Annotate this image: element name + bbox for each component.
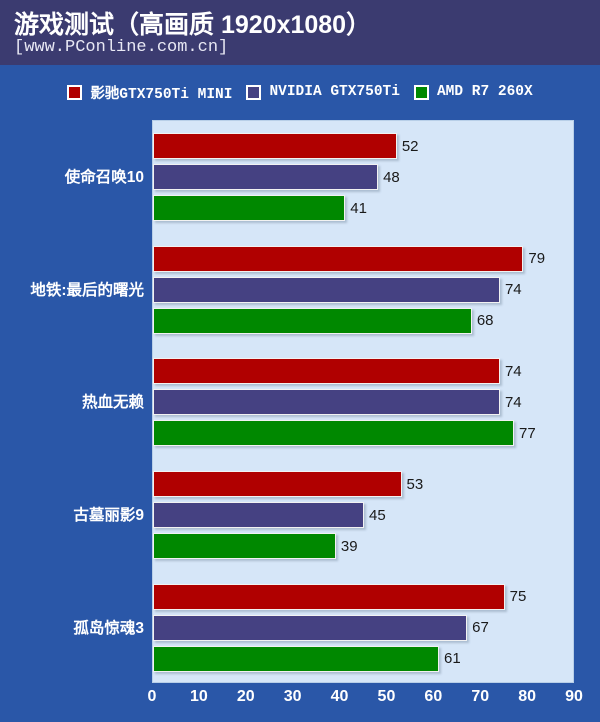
bar-2[interactable] <box>153 645 440 672</box>
x-tick-label: 70 <box>471 688 490 705</box>
bar-value-label: 52 <box>401 137 419 155</box>
chart-legend: 影驰GTX750Ti MINI NVIDIA GTX750Ti AMD R7 260… <box>0 69 600 115</box>
bar-row: 74 <box>153 358 573 385</box>
bar-group: 75 67 61 <box>153 571 573 684</box>
category-label: 孤岛惊魂3 <box>0 570 150 683</box>
legend-item-2[interactable]: AMD R7 260X <box>413 84 533 100</box>
bar-2[interactable] <box>153 533 336 560</box>
x-tick-label: 10 <box>189 688 208 705</box>
x-axis: 0 10 20 30 40 50 60 70 80 90 <box>148 688 583 718</box>
category-label-text: 使命召唤10 <box>64 169 144 187</box>
bar-row: 75 <box>153 583 573 610</box>
bar-group: 53 45 39 <box>153 459 573 572</box>
bar-row: 52 <box>153 133 573 160</box>
header-band: 游戏测试（高画质 1920x1080） [www.PConline.com.cn… <box>0 0 600 67</box>
legend-item-label: 影驰GTX750Ti MINI <box>90 86 233 103</box>
x-tick-label: 60 <box>424 688 443 705</box>
page-title: 游戏测试（高画质 1920x1080） <box>14 11 372 39</box>
category-label-text: 地铁:最后的曙光 <box>30 281 144 299</box>
bar-1[interactable] <box>153 614 468 641</box>
x-tick-label: 90 <box>565 688 583 705</box>
category-label: 地铁:最后的曙光 <box>0 233 150 346</box>
square-swatch-icon <box>67 84 83 100</box>
legend-item-0[interactable]: 影驰GTX750Ti MINI <box>67 82 232 103</box>
bar-row: 41 <box>153 195 573 222</box>
x-tick-label: 80 <box>518 688 537 705</box>
bar-value-label: 61 <box>444 650 461 668</box>
bar-0[interactable] <box>153 471 402 498</box>
square-swatch-icon <box>413 84 429 100</box>
bar-row: 79 <box>153 245 573 272</box>
bar-value-label: 74 <box>504 393 522 411</box>
legend-item-1[interactable]: NVIDIA GTX750Ti <box>246 84 400 100</box>
chart-region: 52 48 41 79 74 68 74 74 77 53 45 39 75 67 61 使命召唤10 地铁:… <box>0 115 600 722</box>
bar-value-label: 45 <box>369 506 386 524</box>
bar-2[interactable] <box>153 195 346 222</box>
bar-row: 53 <box>153 471 573 498</box>
bar-group: 52 48 41 <box>153 121 573 234</box>
x-tick-label: 30 <box>283 688 302 705</box>
bar-value-label: 79 <box>528 250 546 268</box>
bar-2[interactable] <box>153 307 472 334</box>
bar-value-label: 68 <box>476 312 494 330</box>
square-swatch-icon <box>246 84 262 100</box>
plot-area: 52 48 41 79 74 68 74 74 77 53 45 39 75 67 61 <box>152 120 574 683</box>
bar-group: 79 74 68 <box>153 234 573 347</box>
bar-row: 68 <box>153 307 573 334</box>
bar-row: 67 <box>153 614 573 641</box>
category-label-text: 热血无赖 <box>81 394 144 412</box>
bar-row: 74 <box>153 276 573 303</box>
bar-value-label: 39 <box>340 537 358 555</box>
bar-group: 74 74 77 <box>153 346 573 459</box>
bar-value-label: 74 <box>504 281 522 299</box>
bar-2[interactable] <box>153 420 515 447</box>
bar-0[interactable] <box>153 245 524 272</box>
bar-value-label: 74 <box>504 362 522 380</box>
page-subtitle-source: [www.PConline.com.cn] <box>14 38 229 57</box>
bar-1[interactable] <box>153 276 500 303</box>
x-tick-label: 0 <box>147 688 157 705</box>
bar-value-label: 77 <box>519 424 536 442</box>
category-label-text: 古墓丽影9 <box>73 507 144 525</box>
bar-row: 77 <box>153 420 573 447</box>
bar-0[interactable] <box>153 133 397 160</box>
x-tick-label: 40 <box>330 688 349 705</box>
x-tick-label: 20 <box>236 688 255 705</box>
bar-value-label: 41 <box>350 199 367 217</box>
category-label: 使命召唤10 <box>0 120 150 233</box>
bar-row: 61 <box>153 645 573 672</box>
bar-0[interactable] <box>153 583 505 610</box>
bar-value-label: 53 <box>406 475 424 493</box>
category-label-text: 孤岛惊魂3 <box>73 619 144 637</box>
bar-row: 39 <box>153 533 573 560</box>
legend-item-label: AMD R7 260X <box>436 84 533 100</box>
bar-value-label: 48 <box>383 168 400 186</box>
bar-value-label: 67 <box>472 619 489 637</box>
x-tick-label: 50 <box>377 688 396 705</box>
category-label: 古墓丽影9 <box>0 458 150 571</box>
bar-row: 45 <box>153 502 573 529</box>
legend-item-label: NVIDIA GTX750Ti <box>269 84 400 100</box>
bar-1[interactable] <box>153 502 364 529</box>
bar-0[interactable] <box>153 358 500 385</box>
bar-1[interactable] <box>153 164 379 191</box>
bar-row: 48 <box>153 164 573 191</box>
bar-value-label: 75 <box>509 588 527 606</box>
category-label: 热血无赖 <box>0 345 150 458</box>
bar-1[interactable] <box>153 389 500 416</box>
bar-row: 74 <box>153 389 573 416</box>
